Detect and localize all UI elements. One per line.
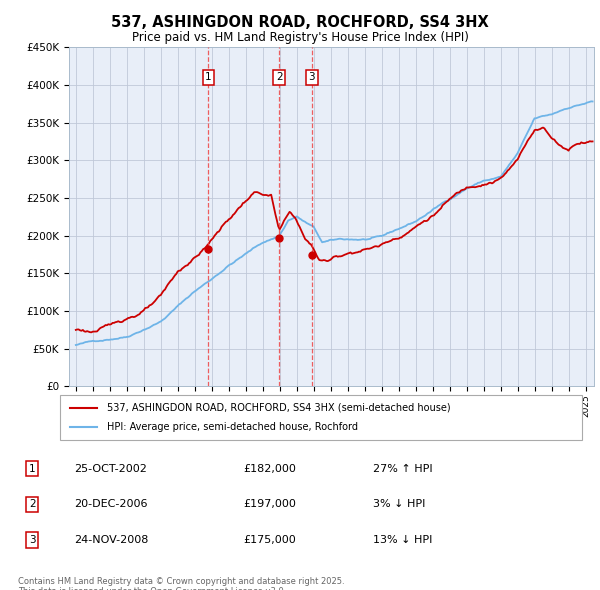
Text: 1: 1 [29,464,35,474]
Text: HPI: Average price, semi-detached house, Rochford: HPI: Average price, semi-detached house,… [107,422,358,432]
Text: 13% ↓ HPI: 13% ↓ HPI [373,535,433,545]
Text: 537, ASHINGDON ROAD, ROCHFORD, SS4 3HX: 537, ASHINGDON ROAD, ROCHFORD, SS4 3HX [111,15,489,30]
Text: 2: 2 [276,73,283,83]
Text: 20-DEC-2006: 20-DEC-2006 [74,500,148,509]
Text: 25-OCT-2002: 25-OCT-2002 [74,464,147,474]
Text: 27% ↑ HPI: 27% ↑ HPI [373,464,433,474]
Text: 3: 3 [29,535,35,545]
Text: £175,000: £175,000 [244,535,296,545]
Text: 2: 2 [29,500,35,509]
Text: £182,000: £182,000 [244,464,296,474]
Text: 537, ASHINGDON ROAD, ROCHFORD, SS4 3HX (semi-detached house): 537, ASHINGDON ROAD, ROCHFORD, SS4 3HX (… [107,403,451,412]
Text: 1: 1 [205,73,212,83]
FancyBboxPatch shape [60,395,582,440]
Text: 24-NOV-2008: 24-NOV-2008 [74,535,149,545]
Text: £197,000: £197,000 [244,500,296,509]
Text: Price paid vs. HM Land Registry's House Price Index (HPI): Price paid vs. HM Land Registry's House … [131,31,469,44]
Text: 3% ↓ HPI: 3% ↓ HPI [373,500,425,509]
Text: Contains HM Land Registry data © Crown copyright and database right 2025.
This d: Contains HM Land Registry data © Crown c… [18,577,344,590]
Text: 3: 3 [308,73,315,83]
